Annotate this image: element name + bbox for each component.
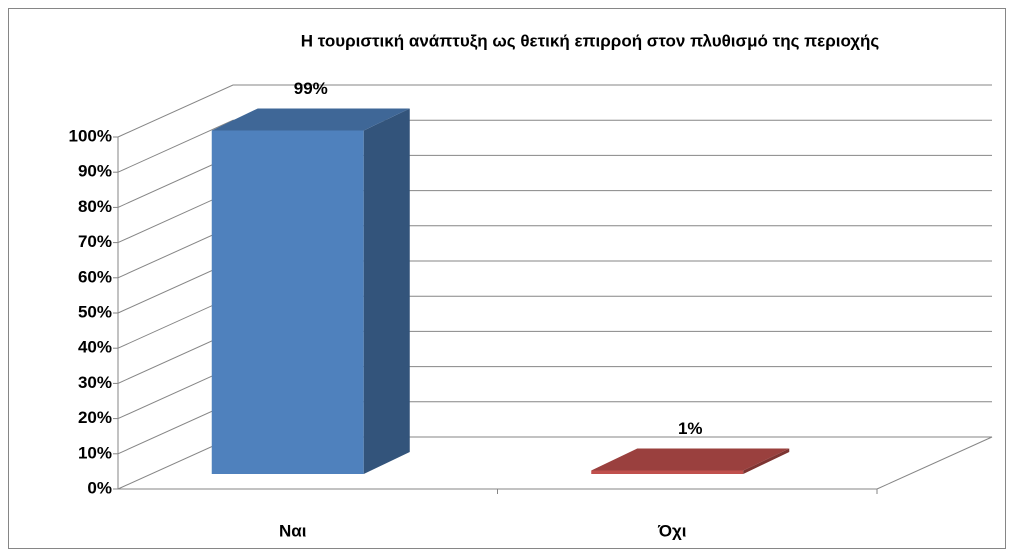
bar-top	[211, 108, 410, 131]
y-tick-label: 60%	[78, 267, 112, 286]
chart-title: Η τουριστική ανάπτυξη ως θετική επιρροή …	[301, 31, 880, 50]
bar-top	[591, 448, 790, 471]
bar	[211, 108, 410, 474]
y-tick-label: 50%	[78, 302, 112, 321]
y-tick-label: 10%	[78, 443, 112, 462]
floor	[117, 436, 993, 490]
y-tick-label: 30%	[78, 373, 112, 392]
chart-border	[8, 8, 1006, 549]
y-tick-label: 70%	[78, 232, 112, 251]
y-tick-label: 40%	[78, 338, 112, 357]
y-tick-label: 80%	[78, 197, 112, 216]
bar-side	[743, 448, 790, 474]
grid-line	[117, 84, 992, 138]
y-tick-label: 0%	[87, 478, 112, 497]
y-tick-label: 90%	[78, 162, 112, 181]
x-tick-label: Ναι	[279, 521, 307, 540]
bar-front	[591, 470, 744, 474]
bar	[591, 448, 790, 474]
x-tick-label: Όχι	[657, 521, 687, 540]
bar-front	[211, 130, 364, 474]
grid-line	[117, 119, 992, 173]
y-tick-label: 20%	[78, 408, 112, 427]
y-tick-label: 100%	[69, 126, 112, 145]
bar-side	[363, 108, 410, 474]
value-label: 1%	[678, 419, 703, 438]
value-label: 99%	[294, 79, 328, 98]
